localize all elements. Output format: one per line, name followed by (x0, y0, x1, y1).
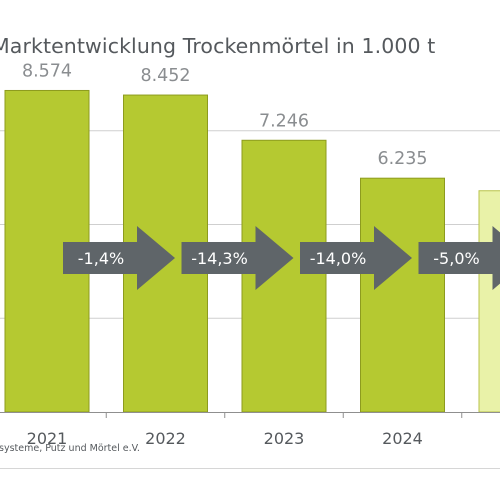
value-label-2021: 8.574 (22, 61, 72, 81)
change-arrow-4: -5,0% (418, 226, 500, 290)
value-label-2023: 7.246 (259, 111, 309, 131)
bar-2 (478, 190, 500, 413)
bar-2024 (360, 177, 445, 413)
change-arrow-3: -14,0% (300, 226, 412, 290)
arrow-shape (181, 226, 294, 290)
value-label-2022: 8.452 (140, 66, 190, 86)
change-label: -14,3% (191, 249, 248, 268)
change-label: -14,0% (310, 249, 367, 268)
arrow-shape (63, 226, 175, 290)
bar-2023 (241, 139, 327, 413)
source-note: systeme, Putz und Mörtel e.V. (0, 443, 140, 454)
category-label-2022: 2022 (145, 429, 186, 448)
change-label: -1,4% (78, 249, 124, 268)
chart-title: Marktentwicklung Trockenmörtel in 1.000 … (0, 34, 436, 58)
value-label-2024: 6.235 (377, 149, 427, 169)
category-label-2023: 2023 (264, 429, 305, 448)
arrow-shape (418, 226, 500, 290)
label-layer: 8.574 8.452 7.246 6.235 (22, 61, 428, 169)
footer-divider (0, 468, 500, 469)
change-arrow-1: -1,4% (63, 226, 175, 290)
arrow-shape (300, 226, 412, 290)
category-label-2024: 2024 (382, 429, 423, 448)
category-label-2021: 2021 (27, 429, 68, 448)
change-arrow-2: -14,3% (181, 226, 294, 290)
axis-layer: 20212022202320242 (0, 412, 500, 448)
change-label: -5,0% (433, 249, 479, 268)
arrow-layer: -1,4% -14,3% -14,0% -5,0% (63, 226, 500, 290)
